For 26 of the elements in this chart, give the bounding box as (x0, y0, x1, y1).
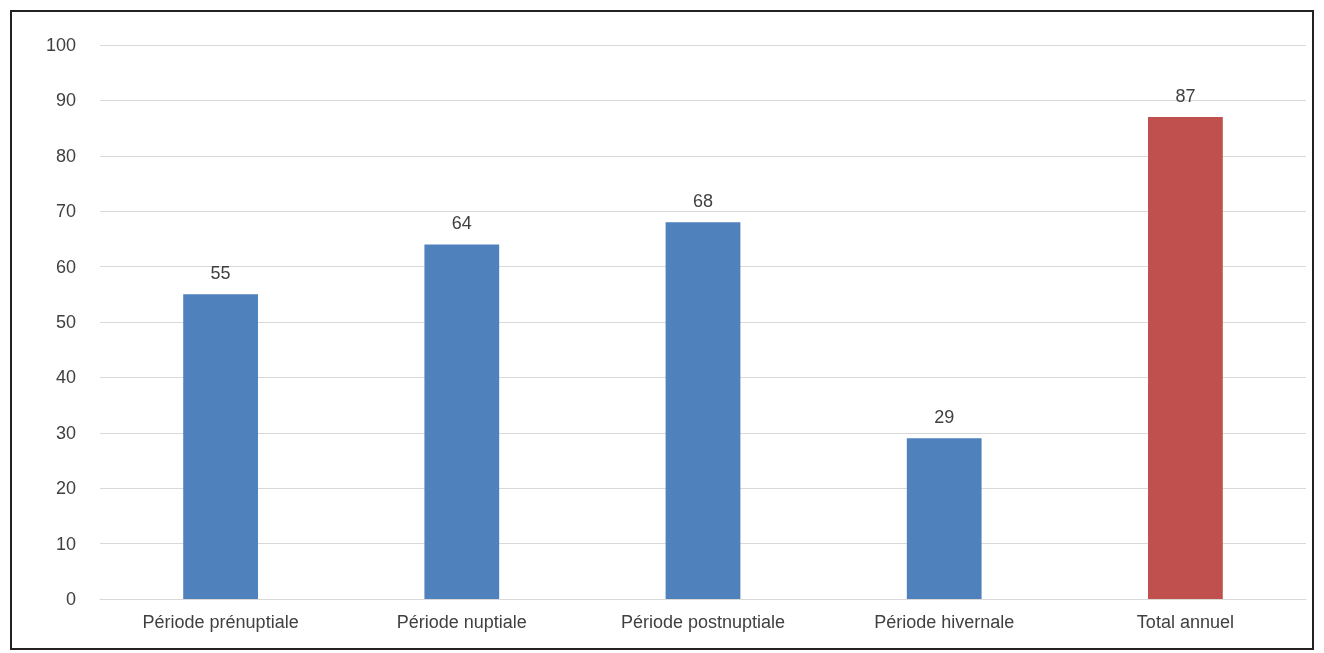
data-label: 68 (692, 191, 714, 212)
y-tick-label: 60 (55, 256, 76, 277)
y-tick-label: 100 (45, 35, 76, 55)
bar (183, 294, 258, 599)
x-tick-label: Total annuel (1136, 612, 1234, 632)
y-tick-label: 40 (55, 367, 76, 388)
x-tick-label: Période postnuptiale (620, 612, 786, 632)
data-label: 29 (934, 407, 955, 428)
x-tick-label: Période hivernale (874, 612, 1015, 632)
x-tick-label: Période prénuptiale (142, 612, 299, 632)
bar (1148, 117, 1223, 599)
y-tick-label: 50 (55, 312, 76, 332)
y-tick-label: 20 (55, 478, 76, 499)
bar (906, 438, 982, 599)
bar (424, 244, 500, 599)
y-tick-label: 90 (55, 90, 76, 111)
data-label: 55 (210, 263, 231, 284)
data-label: 64 (451, 213, 472, 234)
data-label: 87 (1175, 86, 1196, 107)
y-tick-label: 70 (55, 201, 76, 222)
y-tick-label: 0 (65, 589, 76, 609)
y-tick-label: 80 (55, 145, 76, 166)
y-tick-label: 10 (55, 533, 76, 554)
y-tick-label: 30 (55, 422, 76, 443)
bar (665, 222, 741, 599)
x-tick-label: Période nuptiale (396, 612, 527, 632)
